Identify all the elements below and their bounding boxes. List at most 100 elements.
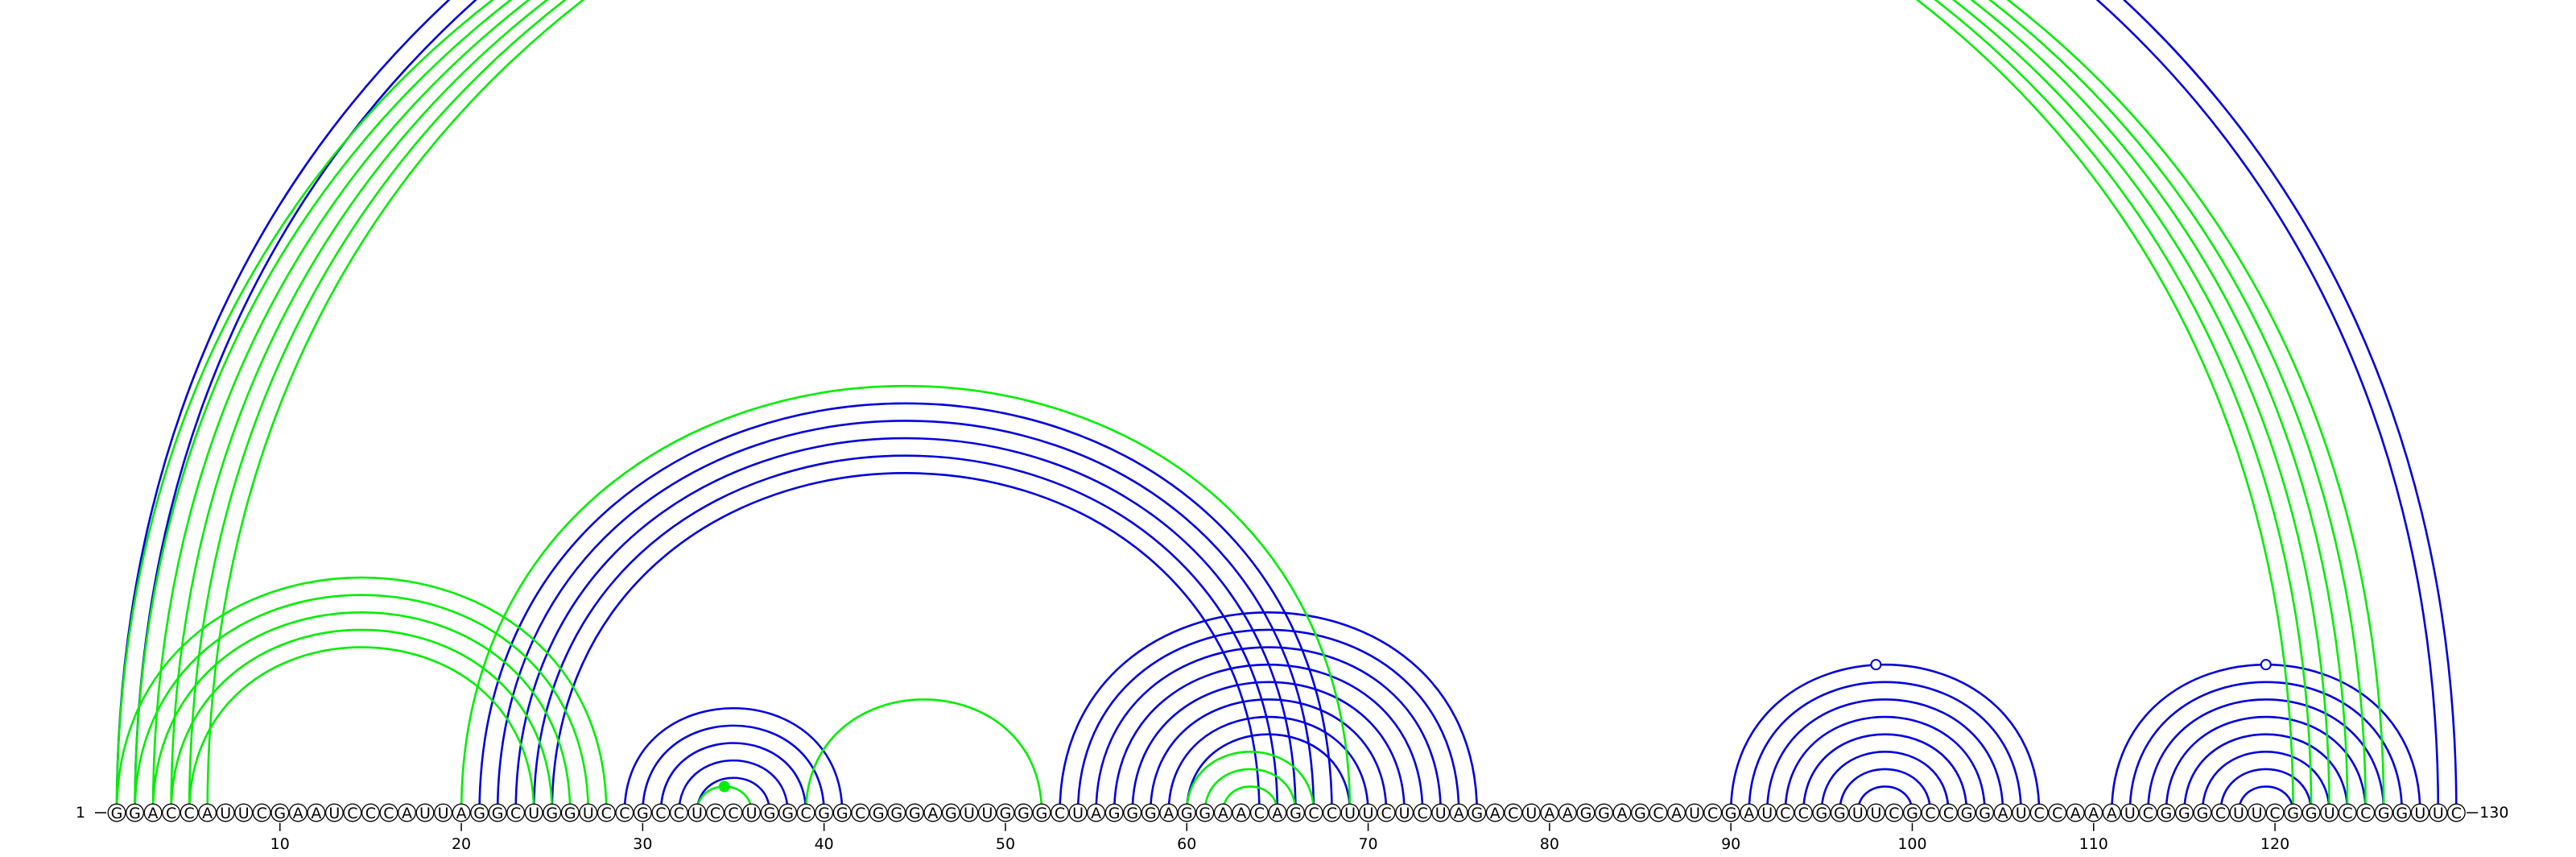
nucleotide: G — [107, 803, 126, 822]
nucleotide-circle — [760, 803, 779, 822]
nucleotide: C — [1649, 803, 1668, 822]
nucleotide: C — [1885, 803, 1904, 822]
nucleotide-letter: A — [1236, 805, 1246, 822]
blue-base-pair-arc — [2183, 733, 2349, 814]
nucleotide: G — [1576, 803, 1596, 822]
nucleotide-letter: G — [2197, 805, 2209, 822]
nucleotide: U — [1068, 803, 1088, 822]
nucleotide: C — [2029, 803, 2049, 822]
nucleotide-circle — [1685, 803, 1704, 822]
nucleotide-circle — [1667, 803, 1686, 822]
nucleotide-circle — [2120, 803, 2140, 822]
green-base-pair-arc — [151, 611, 572, 814]
nucleotide-circle — [2211, 803, 2230, 822]
nucleotide-letter: G — [1108, 805, 1121, 822]
green-base-pair-arc — [1222, 785, 1279, 814]
nucleotide-letter: C — [674, 805, 684, 822]
nucleotide-letter: G — [2287, 805, 2299, 822]
nucleotide-letter: U — [2324, 805, 2335, 822]
nucleotide-letter: C — [2269, 805, 2280, 822]
nucleotide: A — [1667, 803, 1686, 822]
nucleotide: A — [1087, 803, 1106, 822]
nucleotide: G — [1595, 803, 1613, 822]
nucleotide-circle — [2248, 803, 2266, 822]
blue-base-pair-arc — [1729, 663, 2041, 814]
nucleotide: G — [1721, 803, 1740, 822]
nucleotide-letter: G — [945, 805, 957, 822]
blue-base-pair-arc — [678, 759, 789, 814]
green-base-pair-arc — [151, 0, 2330, 814]
nucleotide: U — [1431, 803, 1451, 822]
nucleotide-circle — [669, 803, 688, 822]
nucleotide-letter: A — [2107, 805, 2117, 822]
nucleotide-circle — [1794, 803, 1813, 822]
blue-base-pair-arc — [1820, 751, 1950, 814]
nucleotide: A — [288, 803, 308, 822]
nucleotide-letter: A — [1744, 805, 1754, 822]
nucleotide-letter: G — [836, 805, 848, 822]
nucleotide-letter: G — [1815, 805, 1827, 822]
nucleotide-circle — [1703, 803, 1723, 822]
nucleotide: U — [524, 803, 543, 822]
nucleotide: U — [2320, 803, 2339, 822]
nucleotide-circle — [2084, 803, 2103, 822]
nucleotide-circle — [1468, 803, 1487, 822]
blue-base-pair-arc — [1076, 628, 1460, 814]
tick-label: 10 — [270, 835, 290, 853]
nucleotide-letter: A — [1218, 805, 1228, 822]
nucleotide-letter: A — [1998, 805, 2008, 822]
nucleotide-circle — [1558, 803, 1577, 822]
tick-label: 120 — [2260, 835, 2289, 853]
nucleotide-circle — [415, 803, 435, 822]
nucleotide: C — [1377, 803, 1396, 822]
nucleotide: G — [560, 803, 580, 822]
nucleotide-letter: C — [1798, 805, 1809, 822]
nucleotide-letter: G — [1126, 805, 1138, 822]
nucleotide-circle — [2320, 803, 2339, 822]
nucleotide-circle — [996, 803, 1015, 822]
nucleotide-letter: G — [2161, 805, 2173, 822]
nucleotide: G — [778, 803, 798, 822]
nucleotide: U — [2410, 803, 2429, 822]
nucleotide-letter: A — [402, 805, 412, 822]
nucleotide-circle — [1413, 803, 1432, 822]
nucleotide-letter: G — [890, 805, 902, 822]
nucleotide-circle — [1141, 803, 1160, 822]
nucleotide-circle — [2374, 803, 2393, 822]
tick-label: 80 — [1540, 835, 1559, 853]
nucleotide-circle — [923, 803, 943, 822]
nucleotide-circle — [687, 803, 707, 822]
nucleotide: C — [2446, 803, 2466, 822]
nucleotide-letter: U — [1399, 805, 1410, 822]
blue-base-pair-arc — [551, 472, 1261, 814]
nucleotide-circle — [2102, 803, 2121, 822]
nucleotide-letter: U — [2124, 805, 2136, 822]
nucleotide-letter: G — [2306, 805, 2318, 822]
green-base-pair-arc — [188, 0, 2368, 814]
nucleotide-letter: U — [1852, 805, 1864, 822]
nucleotide: C — [1249, 803, 1269, 822]
nucleotide: U — [742, 803, 762, 822]
nucleotide: G — [996, 803, 1015, 822]
nucleotide: G — [1957, 803, 1976, 822]
nucleotide-circle — [905, 803, 924, 822]
nucleotide: U — [2012, 803, 2031, 822]
blue-base-pair-arc — [134, 0, 2440, 814]
nucleotide-circle — [1087, 803, 1106, 822]
nucleotide: G — [1631, 803, 1649, 822]
nucleotide: G — [2301, 803, 2321, 822]
nucleotide-circle — [1340, 803, 1360, 822]
nucleotide-letter: G — [111, 805, 123, 822]
nucleotide-letter: U — [2016, 805, 2027, 822]
nucleotide-letter: C — [510, 805, 521, 822]
nucleotide-circle — [470, 803, 489, 822]
nucleotide-letter: A — [293, 805, 303, 822]
nucleotide-letter: C — [365, 805, 376, 822]
tick-label: 40 — [815, 835, 834, 853]
nucleotide-letter: C — [2360, 805, 2371, 822]
nucleotide-letter: C — [1381, 805, 1391, 822]
nucleotide-circle — [1595, 803, 1613, 822]
nucleotide: U — [324, 803, 344, 822]
nucleotide-letter: U — [2252, 805, 2263, 822]
nucleotide: G — [1975, 803, 1995, 822]
